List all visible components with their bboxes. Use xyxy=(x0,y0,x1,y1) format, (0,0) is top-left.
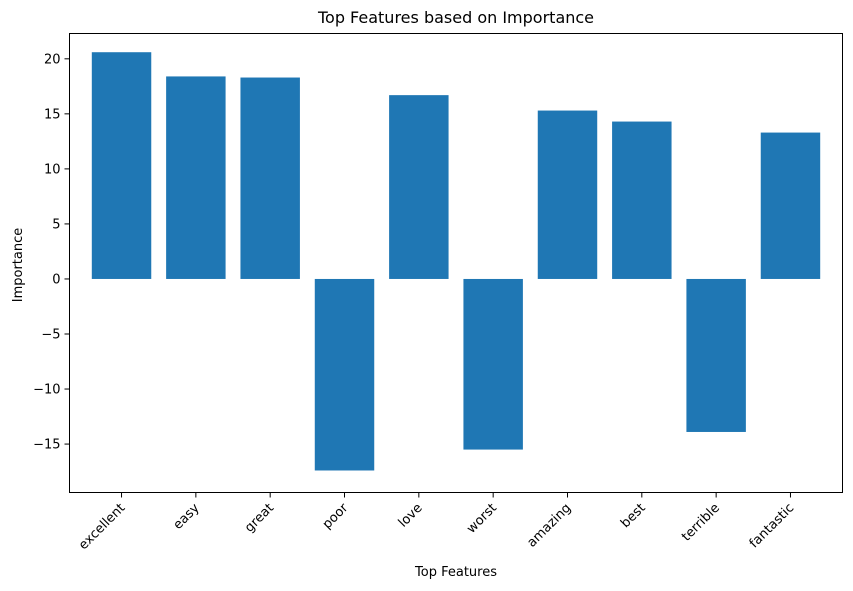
x-tick-label: great xyxy=(242,501,277,536)
bars-layer xyxy=(91,52,821,471)
y-tick-label: 0 xyxy=(52,272,60,287)
y-tick-label: 5 xyxy=(52,217,60,232)
y-axis: −15 −10 −5 0 5 10 15 20 xyxy=(33,52,70,453)
x-tick-label: easy xyxy=(171,501,203,533)
y-tick-label: −10 xyxy=(33,383,60,398)
bar-easy xyxy=(166,76,226,279)
chart-title: Top Features based on Importance xyxy=(317,8,594,27)
bar-terrible xyxy=(686,278,746,432)
y-tick-label: 15 xyxy=(44,107,61,122)
bar-fantastic xyxy=(760,132,821,279)
x-tick-label: love xyxy=(396,501,426,531)
x-tick-label: best xyxy=(618,501,648,531)
y-tick-label: 10 xyxy=(44,162,61,177)
x-tick-label: excellent xyxy=(76,501,128,553)
x-tick-label: worst xyxy=(464,501,500,537)
bar-amazing xyxy=(537,110,598,279)
y-tick-label: −15 xyxy=(33,438,60,453)
x-tick-label: terrible xyxy=(679,501,723,545)
bar-best xyxy=(612,121,672,279)
x-axis-label: Top Features xyxy=(414,565,497,580)
y-axis-label: Importance xyxy=(11,228,26,303)
bar-poor xyxy=(314,278,375,471)
x-tick-label: poor xyxy=(320,500,352,532)
plot-frame xyxy=(69,33,843,493)
y-tick-label: 20 xyxy=(44,52,61,67)
bar-great xyxy=(240,77,300,279)
bar-worst xyxy=(463,278,523,450)
bar-love xyxy=(389,95,449,279)
x-tick-label: fantastic xyxy=(747,501,798,552)
x-axis: excellent easy great poor love worst amazing be… xyxy=(76,492,798,553)
x-tick-label: amazing xyxy=(524,501,574,551)
y-tick-label: −5 xyxy=(41,327,60,342)
bar-excellent xyxy=(91,52,152,279)
